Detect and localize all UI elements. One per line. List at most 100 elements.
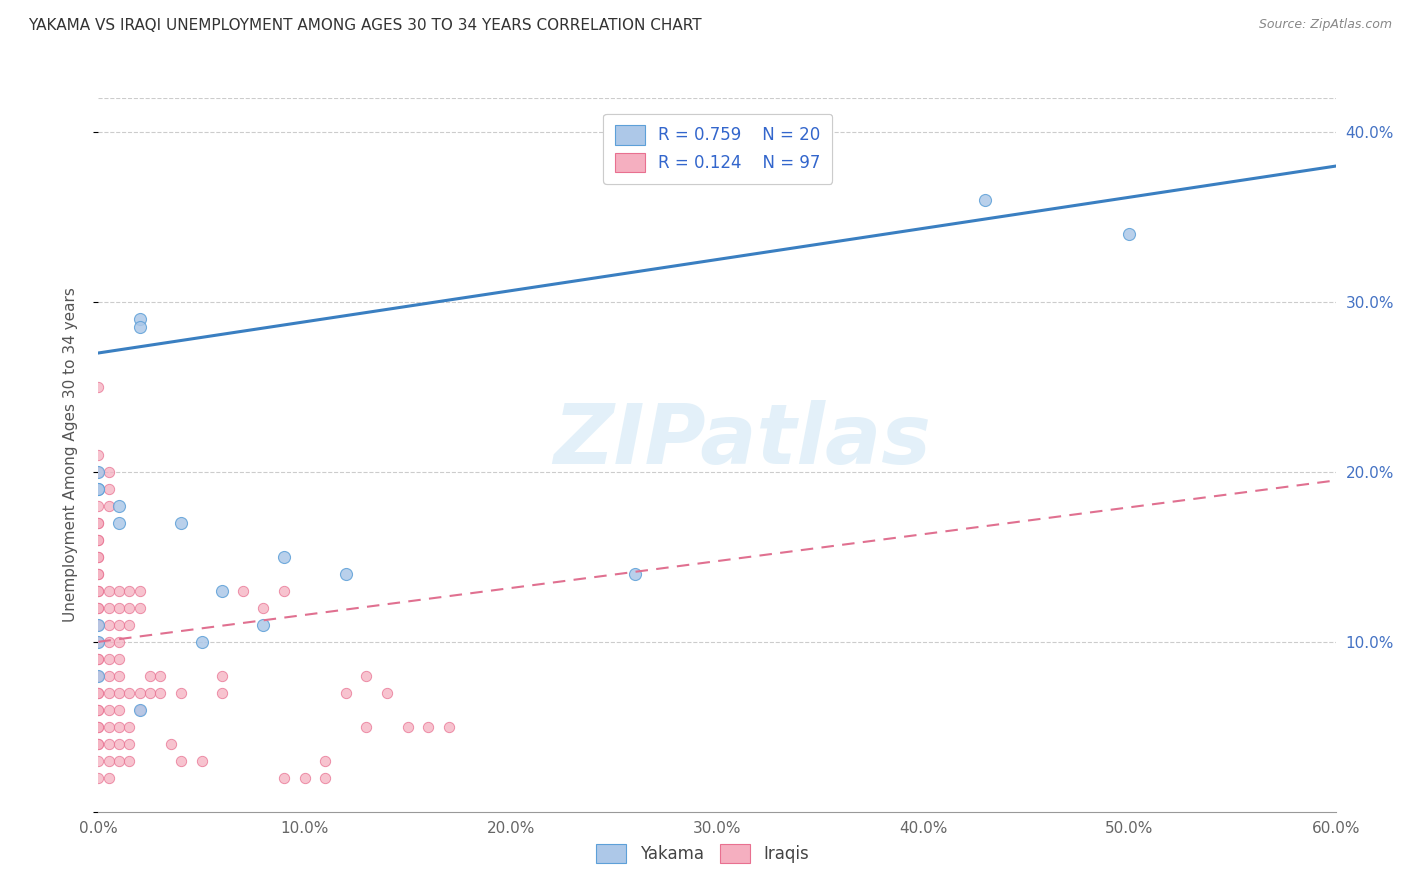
Point [252, 600, 274, 615]
Point [356, 720, 378, 734]
Point [87, 686, 110, 700]
Point [118, 754, 141, 768]
Point [87, 617, 110, 632]
Point [87, 566, 110, 581]
Point [87, 669, 110, 683]
Point [87, 754, 110, 768]
Point [87, 686, 110, 700]
Point [97, 635, 120, 649]
Point [87, 771, 110, 785]
Legend: R = 0.759    N = 20, R = 0.124    N = 97: R = 0.759 N = 20, R = 0.124 N = 97 [603, 113, 832, 184]
Point [97, 583, 120, 598]
Point [190, 754, 212, 768]
Point [273, 771, 295, 785]
Point [97, 652, 120, 666]
Point [118, 583, 141, 598]
Point [108, 754, 131, 768]
Point [97, 737, 120, 751]
Point [87, 465, 110, 479]
Point [149, 669, 172, 683]
Point [108, 720, 131, 734]
Point [128, 583, 150, 598]
Legend: Yakama, Iraqis: Yakama, Iraqis [585, 832, 821, 875]
Point [97, 686, 120, 700]
Point [108, 635, 131, 649]
Point [974, 193, 997, 207]
Point [437, 720, 460, 734]
Text: YAKAMA VS IRAQI UNEMPLOYMENT AMONG AGES 30 TO 34 YEARS CORRELATION CHART: YAKAMA VS IRAQI UNEMPLOYMENT AMONG AGES … [28, 18, 702, 33]
Text: Source: ZipAtlas.com: Source: ZipAtlas.com [1258, 18, 1392, 31]
Point [211, 686, 233, 700]
Point [87, 635, 110, 649]
Point [87, 549, 110, 564]
Point [87, 635, 110, 649]
Point [87, 549, 110, 564]
Point [118, 737, 141, 751]
Point [273, 549, 295, 564]
Point [87, 533, 110, 547]
Point [97, 669, 120, 683]
Point [108, 669, 131, 683]
Point [87, 499, 110, 513]
Point [87, 720, 110, 734]
Point [128, 312, 150, 326]
Point [108, 686, 131, 700]
Point [108, 499, 131, 513]
Point [396, 720, 419, 734]
Point [623, 566, 645, 581]
Point [87, 652, 110, 666]
Point [418, 720, 440, 734]
Point [87, 583, 110, 598]
Point [97, 720, 120, 734]
Text: ZIPatlas: ZIPatlas [553, 401, 931, 481]
Point [118, 720, 141, 734]
Point [97, 754, 120, 768]
Point [375, 686, 398, 700]
Point [87, 600, 110, 615]
Point [273, 583, 295, 598]
Point [87, 566, 110, 581]
Point [211, 669, 233, 683]
Point [108, 652, 131, 666]
Point [87, 703, 110, 717]
Point [87, 635, 110, 649]
Point [128, 703, 150, 717]
Point [335, 686, 357, 700]
Point [108, 737, 131, 751]
Point [335, 566, 357, 581]
Point [87, 583, 110, 598]
Point [118, 686, 141, 700]
Point [97, 482, 120, 496]
Point [87, 703, 110, 717]
Point [190, 635, 212, 649]
Point [97, 465, 120, 479]
Point [159, 737, 181, 751]
Point [87, 669, 110, 683]
Point [252, 617, 274, 632]
Point [232, 583, 254, 598]
Point [139, 669, 162, 683]
Y-axis label: Unemployment Among Ages 30 to 34 years: Unemployment Among Ages 30 to 34 years [63, 287, 77, 623]
Point [314, 771, 336, 785]
Point [87, 600, 110, 615]
Point [1118, 227, 1140, 241]
Point [170, 686, 193, 700]
Point [87, 482, 110, 496]
Point [87, 380, 110, 394]
Point [314, 754, 336, 768]
Point [87, 482, 110, 496]
Point [87, 533, 110, 547]
Point [87, 482, 110, 496]
Point [128, 703, 150, 717]
Point [118, 617, 141, 632]
Point [294, 771, 316, 785]
Point [118, 600, 141, 615]
Point [87, 516, 110, 530]
Point [356, 669, 378, 683]
Point [108, 617, 131, 632]
Point [87, 465, 110, 479]
Point [97, 703, 120, 717]
Point [139, 686, 162, 700]
Point [128, 320, 150, 334]
Point [97, 617, 120, 632]
